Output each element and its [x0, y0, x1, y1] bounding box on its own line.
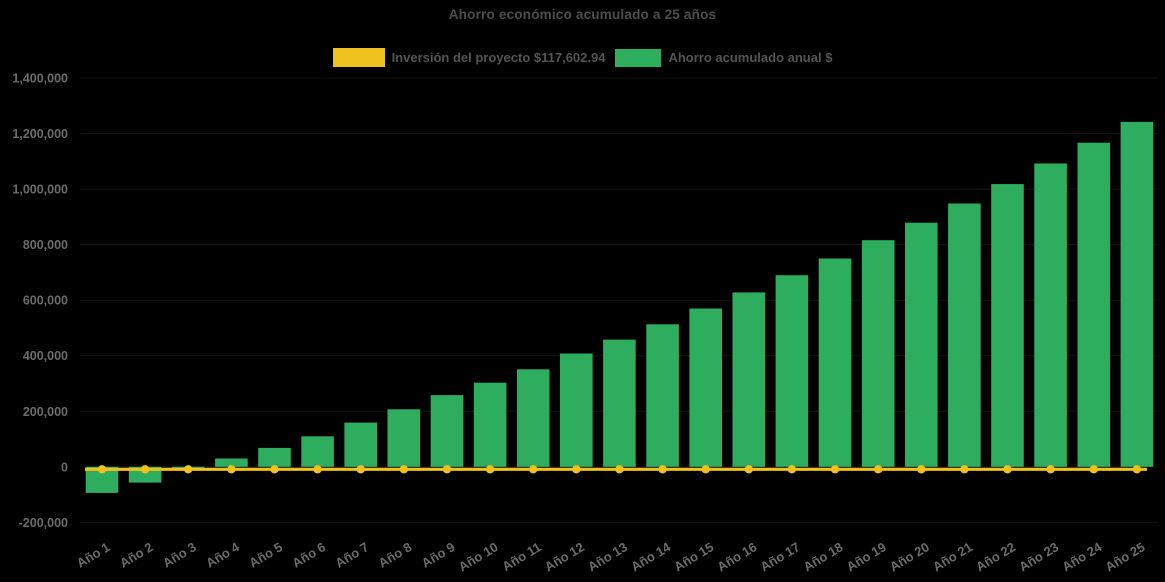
x-axis-label: Año 15 — [671, 539, 716, 574]
legend-label-ahorro: Ahorro acumulado anual $ — [668, 50, 833, 65]
x-axis-label: Año 20 — [887, 539, 932, 574]
x-axis-label: Año 7 — [333, 539, 372, 570]
x-axis-label: Año 25 — [1103, 539, 1148, 574]
x-axis-label: Año 12 — [542, 539, 587, 574]
x-axis-label: Año 23 — [1016, 539, 1061, 574]
y-axis-label: 800,000 — [23, 238, 68, 252]
x-axis-label: Año 9 — [419, 539, 458, 570]
y-axis-label: 200,000 — [23, 405, 68, 419]
chart-title: Ahorro económico acumulado a 25 años — [448, 7, 717, 22]
chart-legend: Inversión del proyecto $117,602.94 Ahorr… — [0, 48, 1165, 67]
investment-line-marker — [572, 465, 581, 474]
legend-item-ahorro: Ahorro acumulado anual $ — [615, 48, 833, 67]
investment-line-marker — [701, 465, 710, 474]
bar-año-22 — [991, 184, 1024, 467]
bar-año-21 — [948, 203, 981, 467]
x-axis-label: Año 3 — [160, 539, 199, 570]
investment-line-marker — [1089, 465, 1099, 474]
investment-line-marker — [830, 465, 840, 474]
x-axis-label: Año 4 — [203, 539, 242, 571]
investment-line-marker — [442, 465, 452, 474]
y-axis-label: -200,000 — [19, 516, 68, 530]
investment-line-marker — [1046, 465, 1055, 474]
bar-año-20 — [905, 222, 938, 467]
x-axis-label: Año 22 — [973, 539, 1018, 574]
bar-año-16 — [732, 292, 766, 467]
bar-año-7 — [344, 422, 377, 467]
bar-año-15 — [689, 308, 722, 467]
x-axis-label: Año 11 — [499, 539, 543, 574]
bar-año-11 — [516, 369, 550, 467]
x-axis-label: Año 10 — [456, 539, 501, 574]
investment-line-marker — [1003, 465, 1012, 474]
x-axis-label: Año 16 — [714, 539, 759, 574]
x-axis-label: Año 1 — [74, 539, 113, 570]
legend-label-inversion: Inversión del proyecto $117,602.94 — [391, 50, 606, 65]
x-axis-label: Año 21 — [930, 539, 975, 574]
bar-año-23 — [1034, 163, 1067, 467]
y-axis-label: 1,000,000 — [12, 183, 68, 197]
investment-line-marker — [874, 465, 883, 474]
bar-año-8 — [387, 409, 421, 467]
bar-año-13 — [603, 339, 636, 467]
investment-line-marker — [140, 465, 150, 474]
investment-line-marker — [485, 465, 495, 474]
investment-line-marker — [97, 465, 107, 474]
x-axis-label: Año 19 — [844, 539, 889, 574]
bar-año-18 — [818, 258, 852, 467]
x-axis-label: Año 6 — [289, 539, 328, 570]
y-axis-label: 0 — [61, 460, 68, 474]
investment-line-marker — [1132, 465, 1142, 474]
x-axis-label: Año 13 — [585, 539, 630, 574]
investment-line-marker — [529, 465, 538, 474]
x-axis-label: Año 18 — [801, 539, 846, 574]
bar-año-4 — [215, 458, 248, 467]
investment-line-marker — [744, 465, 753, 474]
legend-swatch-ahorro — [615, 48, 662, 67]
x-axis-label: Año 2 — [117, 539, 156, 570]
y-axis-label: 400,000 — [23, 349, 68, 363]
x-axis-label: Año 17 — [758, 539, 803, 574]
bar-año-10 — [473, 382, 507, 467]
bar-año-12 — [560, 353, 593, 467]
bar-año-14 — [646, 324, 679, 467]
bar-año-24 — [1077, 142, 1111, 467]
bar-año-5 — [258, 447, 291, 467]
x-axis-label: Año 14 — [628, 539, 674, 575]
investment-line-marker — [399, 465, 408, 474]
investment-line-marker — [356, 465, 365, 474]
investment-line-marker — [615, 465, 624, 474]
investment-line-marker — [960, 465, 969, 474]
legend-item-inversion: Inversión del proyecto $117,602.94 — [332, 48, 606, 67]
investment-line-marker — [184, 465, 193, 474]
investment-line-marker — [658, 465, 667, 474]
bar-año-17 — [775, 275, 809, 467]
y-axis-label: 600,000 — [23, 294, 68, 308]
bar-año-25 — [1120, 121, 1154, 467]
y-axis-label: 1,200,000 — [12, 127, 68, 141]
investment-line-marker — [917, 465, 926, 474]
investment-line-marker — [313, 465, 322, 474]
legend-swatch-inversion — [332, 48, 385, 67]
x-axis-label: Año 24 — [1059, 539, 1105, 575]
y-axis-label: 1,400,000 — [12, 72, 68, 86]
x-axis-label: Año 8 — [376, 539, 415, 570]
bar-año-9 — [430, 395, 464, 467]
x-axis-label: Año 5 — [246, 539, 285, 570]
bar-año-19 — [861, 240, 895, 467]
investment-line-marker — [270, 465, 279, 474]
investment-line-marker — [787, 465, 797, 474]
bar-año-6 — [301, 436, 334, 467]
investment-line-marker — [227, 465, 236, 474]
